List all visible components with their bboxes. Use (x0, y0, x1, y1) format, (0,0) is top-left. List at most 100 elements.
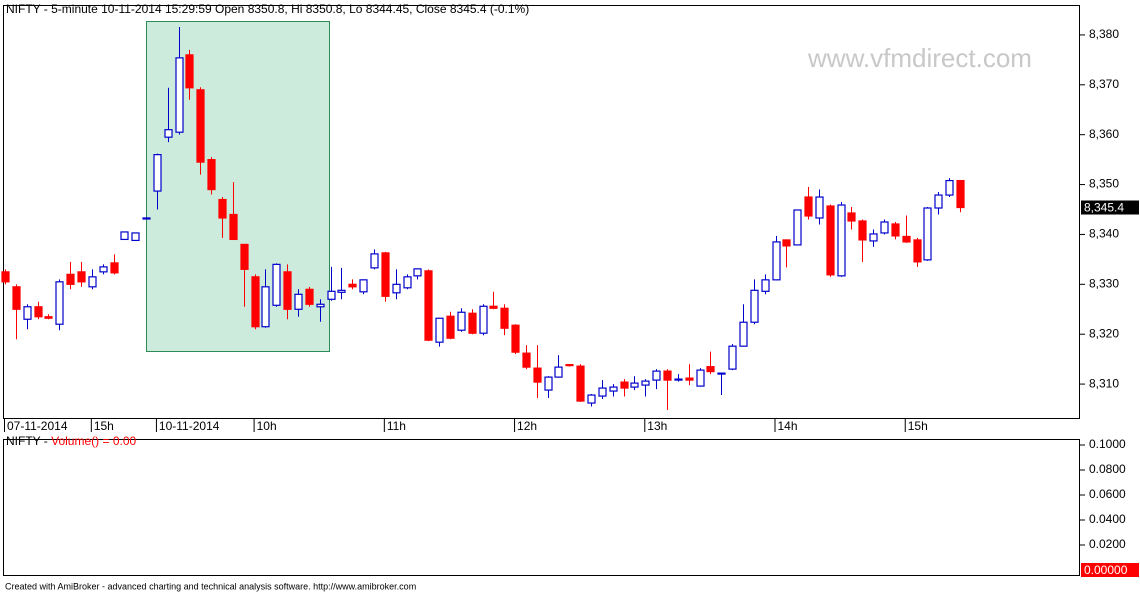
x-tick-label: 13h (647, 419, 667, 433)
candle-body (544, 376, 553, 391)
candle-body (804, 196, 813, 217)
candle-body (240, 243, 249, 270)
candle-body (479, 305, 488, 334)
candle-body (902, 235, 911, 243)
candle-body (468, 312, 477, 334)
last-value-box (1081, 200, 1139, 215)
x-tick-label: 11h (387, 419, 406, 433)
candle-body (847, 212, 856, 222)
candle-body (630, 382, 639, 388)
candle-body (782, 239, 791, 247)
candle-body (175, 57, 184, 133)
y-tick-label: 8,340 (1089, 227, 1119, 241)
y-tick-label: 8,320 (1089, 326, 1119, 340)
y-tick-label: 8,370 (1089, 77, 1119, 91)
x-tick-label: 10h (257, 419, 277, 433)
x-tick-label: 14h (778, 419, 798, 433)
candle-body (207, 159, 216, 191)
candle-body (272, 263, 281, 306)
chart-title: NIFTY - Volume() = 0.00 (6, 434, 137, 448)
candle-body (424, 270, 433, 341)
candle-body (446, 315, 455, 339)
x-tick-label: 15h (908, 419, 928, 433)
candle-body (142, 217, 151, 220)
y-tick-label: 8,350 (1089, 177, 1119, 191)
candle-body (641, 380, 650, 386)
candle-body (522, 352, 531, 368)
candle-body (652, 370, 661, 381)
candle-body (34, 306, 43, 318)
candle-body (185, 54, 194, 89)
candle-body (663, 370, 672, 381)
candle-body (891, 223, 900, 237)
candle-body (913, 239, 922, 263)
candle-body (413, 268, 422, 277)
candle-body (435, 317, 444, 343)
candle-body (620, 381, 629, 389)
x-tick-label: 12h (517, 419, 537, 433)
candle-body (826, 205, 835, 276)
candle-body (674, 378, 683, 381)
y-tick-label: 0.0400 (1089, 512, 1126, 526)
title-symbol: NIFTY - (6, 434, 51, 448)
y-tick-label: 0.0600 (1089, 487, 1126, 501)
candle-body (403, 276, 412, 289)
y-tick-label: 0.0200 (1089, 537, 1126, 551)
volume-pane (3, 439, 1080, 576)
candle-body (587, 394, 596, 404)
last-value-label: 8,345.4 (1084, 201, 1124, 215)
candle-body (131, 232, 140, 242)
candle-body (750, 289, 759, 323)
candle-body (706, 366, 715, 373)
y-tick-label: 8,330 (1089, 276, 1119, 290)
candle-body (77, 271, 86, 283)
candle-body (858, 220, 867, 241)
candle-body (489, 305, 498, 309)
candle-body (305, 288, 314, 305)
candle-body (44, 316, 53, 319)
candle-body (609, 386, 618, 392)
candle-body (55, 281, 64, 325)
candle-body (327, 290, 336, 300)
chart-title: NIFTY - 5-minute 10-11-2014 15:29:59 Ope… (6, 2, 529, 16)
candle-body (793, 209, 802, 246)
candle-body (880, 221, 889, 234)
candle-body (337, 289, 346, 293)
candle-body (23, 306, 32, 320)
candle-body (229, 213, 238, 241)
candle-body (218, 198, 227, 219)
y-tick-label: 8,360 (1089, 127, 1119, 141)
candle-body (565, 364, 574, 367)
candle-body (945, 179, 954, 196)
candle-body (739, 321, 748, 347)
candle-body (696, 369, 705, 387)
candle-body (772, 241, 781, 281)
candle-body (837, 204, 846, 277)
last-value-box (1081, 563, 1139, 577)
candle-body (576, 365, 585, 402)
candle-body (392, 283, 401, 294)
candle-body (359, 279, 368, 293)
y-tick-label: 8,310 (1089, 376, 1119, 390)
candle-body (511, 324, 520, 353)
candle-body (934, 194, 943, 209)
candle-body (164, 129, 173, 138)
candle-body (294, 293, 303, 310)
y-tick-label: 8,380 (1089, 27, 1119, 41)
candle-body (381, 252, 390, 297)
candle-body (348, 283, 357, 288)
candle-body (500, 307, 509, 329)
candle-body (923, 207, 932, 261)
candle-body (685, 377, 694, 381)
watermark: www.vfmdirect.com (807, 43, 1032, 73)
candle-body (815, 196, 824, 219)
candle-body (533, 367, 542, 383)
candle-body (196, 89, 205, 163)
candle-body (457, 311, 466, 331)
candle-body (88, 276, 97, 288)
x-tick-label: 07-11-2014 (7, 419, 68, 433)
candle-body (12, 286, 21, 310)
price-pane (3, 5, 1080, 419)
